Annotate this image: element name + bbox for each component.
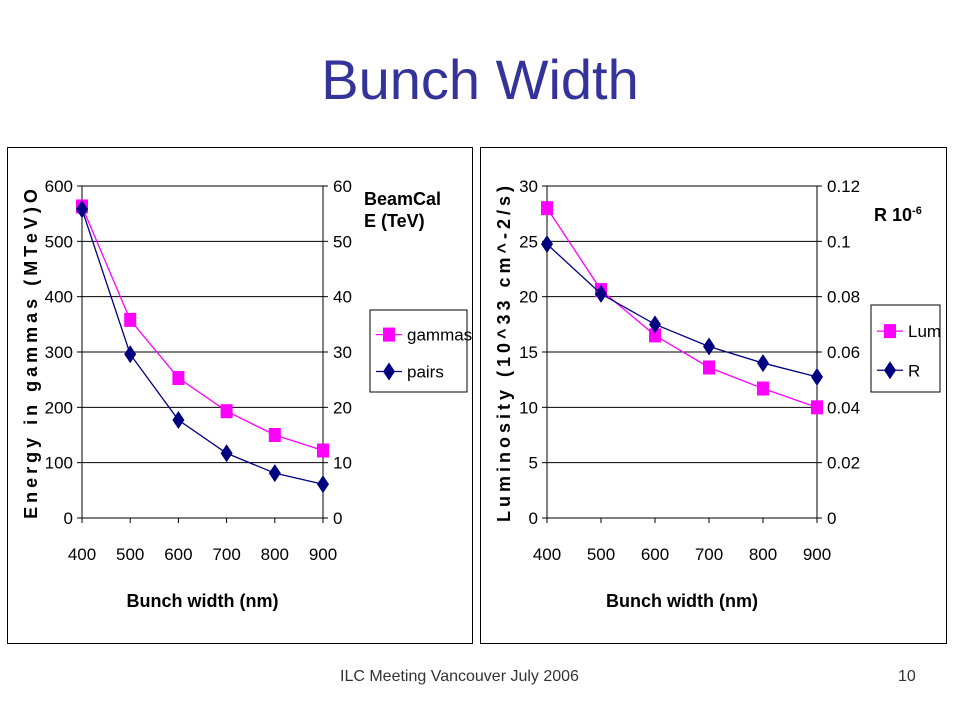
chart1-point-gammas (124, 312, 137, 327)
chart1-x-tick-label: 700 (212, 545, 240, 564)
chart1-y2-tick-label: 50 (333, 232, 352, 251)
chart2-y2-tick-label: 0.08 (827, 288, 860, 307)
chart1-point-pairs (172, 411, 185, 430)
chart2-x-tick-label: 500 (587, 545, 615, 564)
chart1-y2-tick-label: 30 (333, 343, 352, 362)
chart2-y-tick-label: 30 (519, 177, 538, 196)
chart-luminosity-frame (480, 147, 947, 644)
chart2-y2-tick-label: 0 (827, 509, 836, 528)
chart2-legend-marker-Lum (884, 324, 896, 339)
beamcal-line1: BeamCal (364, 189, 442, 209)
chart2-y2-tick-label: 0.12 (827, 177, 860, 196)
chart2-point-Lum (811, 400, 823, 415)
chart2-y-tick-label: 25 (519, 232, 538, 251)
chart1-legend (369, 309, 468, 393)
chart1-point-pairs (317, 475, 329, 494)
chart2-series-line-Lum (546, 207, 818, 408)
chart2-y-tick-label: 5 (529, 454, 538, 473)
chart1-x-tick-label: 400 (68, 545, 96, 564)
r-scale-base: R 10 (874, 205, 913, 225)
chart1-y2-tick-label: 10 (333, 454, 352, 473)
chart2-x-axis-title: Bunch width (nm) (606, 591, 758, 611)
chart1-point-gammas (268, 428, 281, 442)
chart1-x-tick-label: 600 (164, 545, 192, 564)
chart1-legend-marker-pairs (383, 362, 395, 381)
chart2-point-R (649, 315, 661, 334)
chart1-x-tick-label: 900 (309, 545, 337, 564)
beamcal-annotation: BeamCal E (TeV) (364, 188, 441, 232)
chart1-y-tick-label: 400 (45, 288, 73, 307)
chart2-x-tick-label: 400 (533, 545, 561, 564)
beamcal-line2: E (TeV) (364, 211, 425, 231)
chart1-point-gammas (172, 371, 185, 386)
chart2-legend-marker-R (884, 361, 896, 380)
chart1-y-tick-label: 0 (64, 509, 73, 528)
chart2-y-tick-label: 15 (519, 343, 538, 362)
chart2-series-line-R (546, 243, 818, 378)
chart1-series-line-pairs (81, 209, 324, 485)
chart1-y-tick-label: 600 (45, 177, 73, 196)
chart2-y2-tick-label: 0.1 (827, 232, 851, 251)
chart1-y-tick-label: 200 (45, 398, 73, 417)
chart2-point-R (703, 337, 715, 356)
chart2-point-Lum (541, 201, 553, 216)
chart-energy-frame (7, 147, 473, 644)
chart2-y2-tick-label: 0.02 (827, 454, 860, 473)
chart2-point-Lum (757, 381, 769, 396)
r-scale-annotation: R 10-6 (874, 200, 922, 226)
chart2-legend (870, 304, 941, 393)
chart1-x-axis-title: Bunch width (nm) (127, 591, 279, 611)
chart2-y-tick-label: 20 (519, 288, 538, 307)
chart2-x-tick-label: 600 (641, 545, 669, 564)
chart2-point-Lum (703, 360, 715, 375)
chart2-point-R (595, 284, 607, 303)
chart2-point-R (757, 354, 769, 373)
chart2-legend-label-R: R (908, 361, 920, 380)
chart1-point-pairs (268, 464, 281, 483)
chart2-legend-label-Lum: Lum (908, 322, 941, 341)
chart1-point-pairs (76, 200, 88, 219)
chart2-y-tick-label: 0 (529, 509, 538, 528)
chart2-point-Lum (649, 328, 661, 343)
chart1-point-pairs (220, 444, 233, 463)
chart1-y2-tick-label: 20 (333, 398, 352, 417)
chart1-legend-label-pairs: pairs (407, 363, 444, 382)
footer-text: ILC Meeting Vancouver July 2006 (340, 668, 579, 685)
chart2-y2-tick-label: 0.04 (827, 398, 860, 417)
chart1-y2-tick-label: 60 (333, 177, 352, 196)
chart1-x-tick-label: 800 (261, 545, 289, 564)
chart2-x-tick-label: 800 (749, 545, 777, 564)
chart1-y-tick-label: 100 (45, 454, 73, 473)
chart2-point-R (541, 235, 553, 254)
chart1-point-pairs (124, 345, 137, 364)
chart1-y-tick-label: 500 (45, 232, 73, 251)
chart2-y-tick-label: 10 (519, 398, 538, 417)
chart1-y-axis-title: Energy in gammas (MTeV)O (21, 185, 41, 519)
chart1-legend-marker-gammas (383, 327, 395, 342)
r-scale-exponent: -6 (912, 205, 922, 217)
chart2-point-R (811, 367, 823, 386)
chart2-y2-tick-label: 0.06 (827, 343, 860, 362)
chart1-y-tick-label: 300 (45, 343, 73, 362)
chart1-y2-tick-label: 0 (333, 509, 342, 528)
chart2-x-tick-label: 900 (803, 545, 831, 564)
chart1-series-line-gammas (81, 206, 324, 452)
chart1-point-gammas (317, 443, 329, 458)
chart1-x-tick-label: 500 (116, 545, 144, 564)
slide-title: Bunch Width (321, 48, 639, 111)
chart2-y-axis-title: Luminosity (10^33 cm^-2/s) (494, 182, 514, 522)
chart1-y2-tick-label: 40 (333, 288, 352, 307)
chart1-legend-label-gammas: gammas (407, 326, 472, 345)
chart1-point-gammas (220, 404, 233, 419)
page-number: 10 (898, 668, 916, 685)
chart2-x-tick-label: 700 (695, 545, 723, 564)
